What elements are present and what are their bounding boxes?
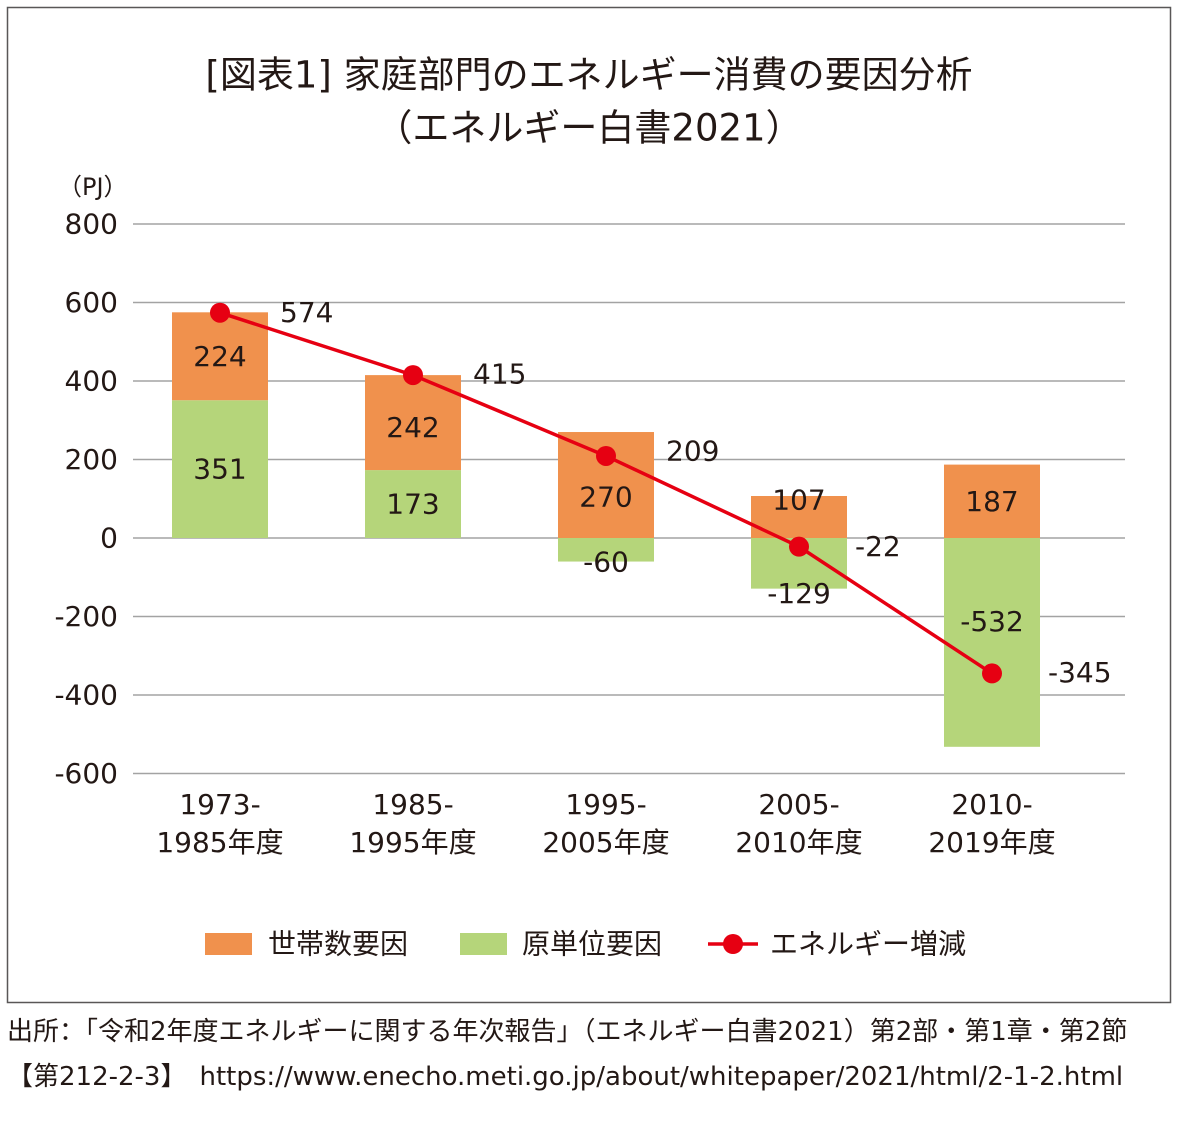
legend-label-unit-consumption-factor: 原単位要因 <box>522 928 662 961</box>
chart-frame <box>6 6 1172 1004</box>
legend-item-energy-change: エネルギー増減 <box>708 928 966 961</box>
legend-marker-energy-change <box>723 934 743 954</box>
point-energy-change <box>789 536 809 557</box>
total-value-label: 209 <box>666 434 719 467</box>
energy-change-series: 574 415 209 -22 -345 <box>210 296 1112 689</box>
legend-item-unit-consumption-factor: 原単位要因 <box>460 928 662 961</box>
legend-label-energy-change: エネルギー増減 <box>770 928 966 961</box>
y-tick-label: 400 <box>65 365 118 398</box>
x-category-label: 1985- 1995年度 <box>349 788 477 859</box>
bar-value-label-unit-consumption-factor: 351 <box>193 453 246 486</box>
bar-value-label-household-factor: 107 <box>772 484 825 517</box>
bar-value-label-household-factor: 224 <box>193 340 246 373</box>
bar-value-label-household-factor: 270 <box>579 481 632 514</box>
point-energy-change <box>403 365 423 386</box>
chart-title: [図表1] 家庭部門のエネルギー消費の要因分析 <box>205 54 972 97</box>
bar-unit-consumption-factor <box>558 538 654 562</box>
y-tick-label: -200 <box>54 600 118 633</box>
total-value-label: 415 <box>473 358 526 391</box>
x-category-label: 1995- 2005年度 <box>542 788 670 859</box>
total-value-label: -345 <box>1048 656 1112 689</box>
point-energy-change <box>210 302 230 323</box>
bar-household-factor <box>944 464 1040 538</box>
y-tick-label: 0 <box>100 522 118 555</box>
bar-unit-consumption-factor <box>365 470 461 538</box>
bar-household-factor <box>172 312 268 401</box>
point-energy-change <box>596 445 616 466</box>
bar-value-label-unit-consumption-factor: 173 <box>386 488 439 521</box>
bar-value-label-unit-consumption-factor: -129 <box>767 577 831 610</box>
total-value-label: -22 <box>855 530 901 563</box>
point-energy-change <box>982 663 1002 684</box>
bar-value-label-unit-consumption-factor: -532 <box>960 605 1024 638</box>
x-category-label: 1973- 1985年度 <box>156 788 284 859</box>
y-tick-label: -600 <box>54 757 118 790</box>
bar-unit-consumption-factor <box>944 538 1040 747</box>
legend-label-household-factor: 世帯数要因 <box>268 928 408 961</box>
legend: 世帯数要因 原単位要因 エネルギー増減 <box>205 928 966 961</box>
bar-value-label-unit-consumption-factor: -60 <box>583 545 629 578</box>
legend-swatch-household-factor <box>205 933 252 955</box>
chart-subtitle: （エネルギー白書2021） <box>375 107 802 150</box>
y-tick-label: -400 <box>54 679 118 712</box>
bar-value-labels: 351 224 173 242 -60 270 -129 107 -532 187 <box>193 340 1024 638</box>
chart-svg: [図表1] 家庭部門のエネルギー消費の要因分析 （エネルギー白書2021） （P… <box>6 6 1172 1004</box>
y-tick-label: 800 <box>65 208 118 241</box>
y-tick-label: 600 <box>65 286 118 319</box>
bar-value-label-household-factor: 242 <box>386 411 439 444</box>
bar-unit-consumption-factor <box>172 400 268 538</box>
y-axis-tick-labels: 800 600 400 200 0 -200 -400 -600 <box>54 208 118 791</box>
bar-household-factor <box>365 375 461 471</box>
bar-value-label-household-factor: 187 <box>965 485 1018 518</box>
source-note: 出所：「令和2年度エネルギーに関する年次報告」（エネルギー白書2021）第2部・… <box>7 1017 1128 1092</box>
x-category-label: 2005- 2010年度 <box>735 788 863 859</box>
legend-item-household-factor: 世帯数要因 <box>205 928 408 961</box>
legend-swatch-unit-consumption-factor <box>460 933 507 955</box>
y-axis-unit-label: （PJ） <box>58 173 128 201</box>
total-value-label: 574 <box>280 296 333 329</box>
x-category-label: 2010- 2019年度 <box>928 788 1056 859</box>
stacked-bars <box>172 312 1040 747</box>
y-tick-label: 200 <box>65 443 118 476</box>
